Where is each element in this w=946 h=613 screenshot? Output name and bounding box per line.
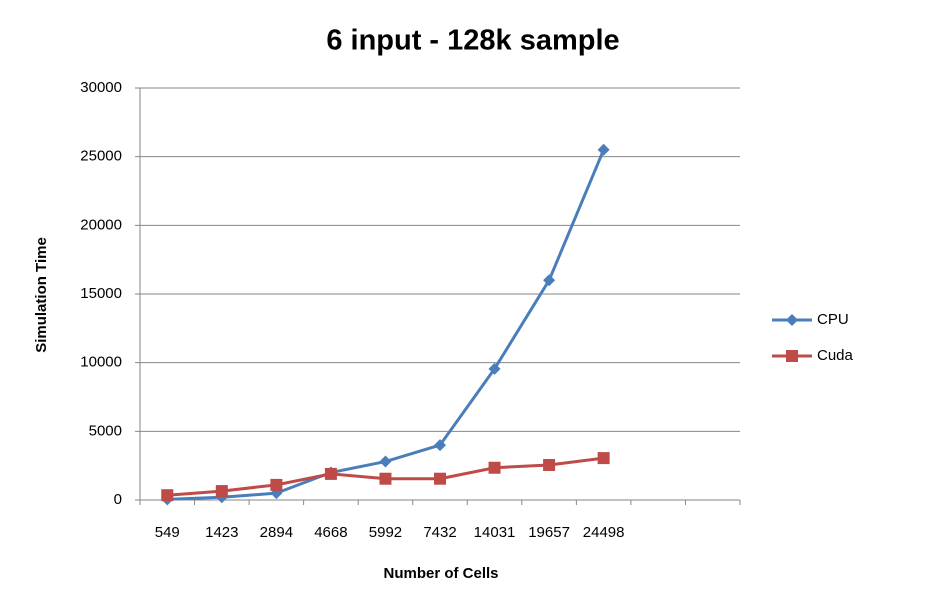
y-axis-title: Simulation Time bbox=[33, 237, 50, 353]
y-tick-label: 15000 bbox=[80, 285, 122, 302]
marker bbox=[379, 472, 392, 485]
y-tick-label: 10000 bbox=[80, 354, 122, 371]
y-tick-label: 5000 bbox=[89, 422, 122, 439]
x-tick-label: 14031 bbox=[474, 524, 516, 541]
marker bbox=[488, 461, 501, 474]
marker bbox=[543, 458, 556, 471]
legend-label: Cuda bbox=[817, 347, 854, 364]
marker bbox=[270, 478, 283, 491]
x-axis-title: Number of Cells bbox=[383, 565, 498, 582]
marker bbox=[434, 472, 446, 485]
marker bbox=[379, 455, 392, 468]
x-tick-label: 2894 bbox=[260, 524, 293, 541]
x-tick-label: 549 bbox=[155, 524, 180, 541]
y-tick-label: 25000 bbox=[80, 148, 122, 165]
x-tick-label: 7432 bbox=[423, 524, 456, 541]
marker bbox=[324, 467, 337, 480]
legend-label: CPU bbox=[817, 311, 849, 328]
y-tick-label: 20000 bbox=[80, 216, 122, 233]
marker bbox=[161, 489, 174, 502]
x-tick-label: 1423 bbox=[205, 524, 238, 541]
x-tick-label: 19657 bbox=[528, 524, 570, 541]
y-tick-label: 0 bbox=[114, 491, 122, 508]
marker bbox=[597, 143, 610, 156]
x-tick-label: 5992 bbox=[369, 524, 402, 541]
x-tick-label: 4668 bbox=[314, 524, 347, 541]
marker bbox=[597, 452, 610, 465]
x-tick-label: 24498 bbox=[583, 524, 625, 541]
marker bbox=[543, 274, 556, 287]
marker bbox=[215, 485, 228, 498]
series-line bbox=[167, 149, 606, 501]
y-tick-label: 30000 bbox=[80, 79, 122, 96]
marker bbox=[488, 362, 501, 375]
marker bbox=[786, 350, 798, 362]
chart-title: 6 input - 128k sample bbox=[326, 25, 619, 57]
marker bbox=[434, 439, 446, 452]
marker bbox=[786, 314, 798, 326]
